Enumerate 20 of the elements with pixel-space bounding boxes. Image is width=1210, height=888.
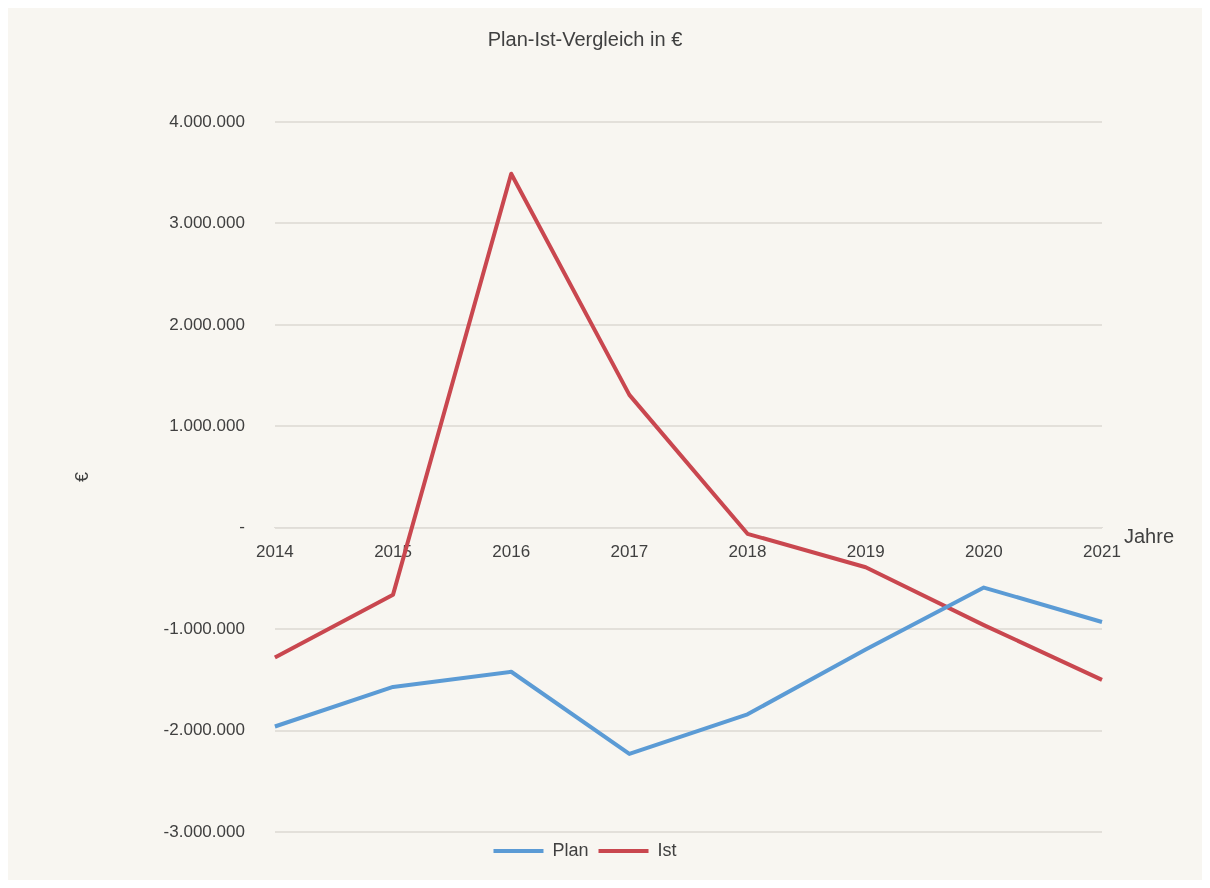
- y-tick-label: 2.000.000: [169, 314, 245, 334]
- x-tick-label: 2017: [610, 541, 649, 561]
- y-axis-title: €: [71, 471, 92, 483]
- x-tick-label: 2019: [846, 541, 885, 561]
- x-tick-label: 2016: [492, 541, 531, 561]
- legend-label: Plan: [552, 839, 589, 860]
- y-tick-label: 3.000.000: [169, 213, 245, 233]
- y-tick-label: 4.000.000: [169, 111, 245, 131]
- y-tick-label: -: [239, 517, 245, 537]
- x-tick-label: 2021: [1083, 541, 1121, 561]
- chart-title: Plan-Ist-Vergleich in €: [487, 27, 683, 50]
- y-tick-label: -3.000.000: [163, 821, 245, 841]
- y-tick-label: -2.000.000: [163, 720, 245, 740]
- x-tick-label: 2020: [964, 541, 1003, 561]
- x-tick-label: 2018: [728, 541, 767, 561]
- x-tick-label: 2014: [255, 541, 294, 561]
- legend-label: Ist: [657, 839, 677, 860]
- y-tick-label: -1.000.000: [163, 618, 245, 638]
- x-axis-title: Jahre: [1124, 525, 1175, 548]
- y-tick-label: 1.000.000: [169, 415, 245, 435]
